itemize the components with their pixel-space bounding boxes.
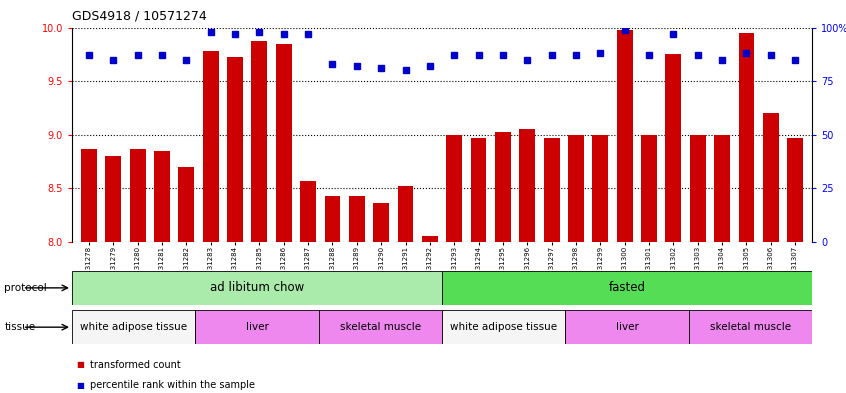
Bar xyxy=(442,271,812,305)
Bar xyxy=(251,41,267,242)
Bar xyxy=(519,129,536,242)
Bar xyxy=(195,310,319,344)
Bar xyxy=(319,310,442,344)
Text: skeletal muscle: skeletal muscle xyxy=(340,322,421,332)
Bar xyxy=(787,138,803,242)
Bar xyxy=(325,196,340,242)
Bar xyxy=(442,310,565,344)
Text: tissue: tissue xyxy=(4,322,36,332)
Text: liver: liver xyxy=(616,322,639,332)
Bar xyxy=(592,134,608,242)
Text: protocol: protocol xyxy=(4,283,47,293)
Bar xyxy=(106,156,121,242)
Text: fasted: fasted xyxy=(608,281,645,294)
Bar xyxy=(763,113,778,242)
Bar xyxy=(568,134,584,242)
Text: ad libitum chow: ad libitum chow xyxy=(210,281,304,294)
Text: percentile rank within the sample: percentile rank within the sample xyxy=(90,380,255,390)
Bar xyxy=(81,149,97,242)
Bar xyxy=(203,51,218,242)
Text: white adipose tissue: white adipose tissue xyxy=(80,322,187,332)
Text: skeletal muscle: skeletal muscle xyxy=(710,322,791,332)
Bar xyxy=(129,149,146,242)
Bar xyxy=(470,138,486,242)
Bar xyxy=(641,134,657,242)
Bar xyxy=(72,310,195,344)
Bar xyxy=(495,132,511,242)
Bar xyxy=(689,310,812,344)
Bar xyxy=(617,29,633,242)
Bar xyxy=(689,134,706,242)
Text: white adipose tissue: white adipose tissue xyxy=(450,322,558,332)
Bar xyxy=(300,181,316,242)
Bar xyxy=(398,186,414,242)
Bar xyxy=(422,236,437,242)
Text: liver: liver xyxy=(245,322,268,332)
Text: ■: ■ xyxy=(76,381,84,389)
Bar xyxy=(373,203,389,242)
Bar xyxy=(179,167,195,242)
Text: GDS4918 / 10571274: GDS4918 / 10571274 xyxy=(72,10,206,23)
Bar xyxy=(714,134,730,242)
Bar xyxy=(666,54,681,242)
Bar xyxy=(227,57,243,242)
Bar xyxy=(349,196,365,242)
Text: transformed count: transformed count xyxy=(90,360,180,370)
Bar xyxy=(276,44,292,242)
Bar xyxy=(154,151,170,242)
Text: ■: ■ xyxy=(76,360,84,369)
Bar xyxy=(72,271,442,305)
Bar xyxy=(739,33,755,242)
Bar xyxy=(565,310,689,344)
Bar xyxy=(447,134,462,242)
Bar xyxy=(544,138,559,242)
